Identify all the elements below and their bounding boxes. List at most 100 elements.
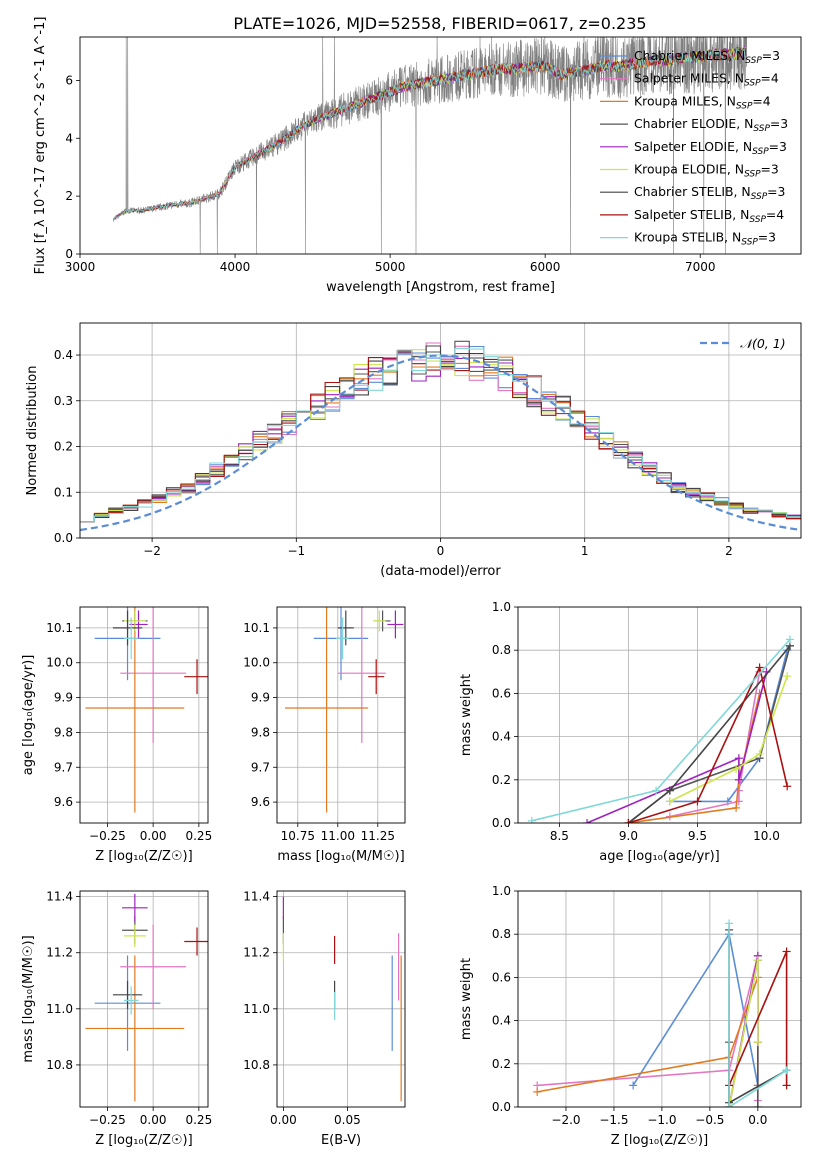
y-tick-label: 9.9: [251, 691, 270, 705]
x-axis-label: mass [log₁₀(M/M☉)]: [277, 849, 404, 864]
errorbar-point: [85, 607, 185, 813]
legend-label: Kroupa STELIB, NSSP=3: [634, 230, 776, 248]
weight-line-kroupa-miles: [537, 977, 759, 1093]
x-tick-label: −1.5: [599, 1113, 628, 1127]
weight-line-kroupa-stelib: [728, 923, 788, 1107]
x-tick-label: 0.0: [748, 1113, 767, 1127]
spectrum-legend: Chabrier MILES, NSSP=3 Salpeter MILES, NS…: [600, 48, 788, 248]
y-tick-label: 0.4: [492, 730, 511, 744]
plus-marker: [783, 782, 792, 791]
plus-marker: [624, 819, 633, 823]
axes-frame: [79, 606, 209, 824]
errorbar-point: [184, 659, 208, 695]
plus-marker: [753, 1103, 762, 1107]
y-tick-label: 11.0: [243, 1002, 270, 1016]
legend-label: Salpeter MILES, NSSP=4: [634, 71, 779, 89]
errorbar-point: [387, 610, 404, 639]
errorbar-point: [123, 617, 139, 660]
plus-marker: [693, 797, 702, 806]
y-tick-label: 9.8: [54, 725, 73, 739]
errorbar-point: [112, 610, 143, 646]
plot-area: [85, 893, 208, 1102]
plus-marker: [732, 765, 741, 773]
plot-area: [285, 607, 404, 813]
errorbar-point: [120, 607, 187, 743]
x-tick-label: 0.05: [334, 1113, 361, 1127]
axes-frame: [79, 36, 802, 255]
y-axis-label: mass [log₁₀(M/M☉)]: [21, 935, 36, 1062]
x-tick-label: 5000: [375, 260, 406, 274]
x-tick-label: 10.75: [281, 829, 315, 843]
axes-frame: [517, 890, 802, 1108]
plot-area: [112, 37, 747, 254]
y-tick-label: 10.0: [243, 656, 270, 670]
x-axis-label: age [log₁₀(age/yr)]: [599, 849, 720, 864]
plus-marker: [782, 947, 791, 956]
plus-marker: [725, 1103, 734, 1107]
axes-frame: [79, 322, 802, 539]
y-axis-label: mass weight: [459, 674, 474, 756]
errorbar-point: [184, 927, 208, 956]
y-tick-label: 0.6: [492, 970, 511, 984]
plot-area: [80, 340, 801, 532]
x-tick-label: 0.00: [140, 829, 167, 843]
y-tick-label: 0.2: [54, 440, 73, 454]
legend-label: Salpeter STELIB, NSSP=4: [634, 207, 784, 225]
x-tick-label: 9.0: [619, 829, 638, 843]
y-tick-label: 10.0: [46, 656, 73, 670]
errorbar-point: [123, 986, 139, 1015]
panel-residuals: −2 −1 0 1 2 0.0 0.1 0.2 0.3 0.4 (data-model)/error…: [25, 322, 802, 579]
y-tick-label: 0.8: [492, 643, 511, 657]
x-tick-label: 8.5: [550, 829, 569, 843]
legend-label: Chabrier ELODIE, NSSP=3: [634, 116, 788, 134]
y-tick-label: 11.4: [46, 890, 73, 904]
panel-z-vs-age: −0.25 0.00 0.25 9.6 9.7 9.8 9.9 10.0 10.1 Z [log₁…: [21, 606, 212, 864]
plot-area: [85, 607, 208, 813]
x-tick-label: −0.25: [89, 1113, 126, 1127]
y-tick-label: 0.8: [492, 927, 511, 941]
panel-mass-vs-age: 10.75 11.00 11.25 9.6 9.7 9.8 9.9 10.0 10.1 mass …: [243, 606, 406, 864]
errorbar-point: [129, 610, 148, 639]
y-tick-label: 0.2: [492, 1057, 511, 1071]
y-axis-label: Normed distribution: [25, 366, 40, 496]
plus-marker: [665, 786, 674, 795]
errorbar-point: [112, 980, 143, 1009]
plot-area: [282, 896, 402, 1102]
y-tick-label: 0.0: [492, 1100, 511, 1114]
y-tick-label: 11.2: [243, 946, 270, 960]
errorbar-point: [373, 610, 386, 632]
weight-line-salpeter-miles: [669, 671, 761, 818]
x-axis-label: Z [log₁₀(Z/Z☉)]: [95, 849, 192, 864]
x-tick-label: 0.00: [140, 1113, 167, 1127]
x-tick-label: 0: [437, 544, 445, 558]
axes-frame: [79, 890, 209, 1108]
x-tick-label: 0.00: [270, 1113, 297, 1127]
x-axis-label: Z [log₁₀(Z/Z☉)]: [95, 1133, 192, 1148]
x-axis-label: E(B-V): [321, 1133, 361, 1148]
x-tick-label: 7000: [685, 260, 716, 274]
plus-marker: [753, 956, 762, 965]
plot-area: [533, 919, 791, 1107]
x-tick-label: −2: [143, 544, 161, 558]
y-tick-label: 0.6: [492, 686, 511, 700]
y-axis-label: Flux [f_λ 10^-17 erg cm^-2 s^-1 A^-1]: [33, 17, 48, 275]
y-tick-label: 1.0: [492, 600, 511, 614]
y-tick-label: 9.7: [251, 760, 270, 774]
y-tick-label: 11.4: [243, 890, 270, 904]
y-tick-label: 0.4: [54, 348, 73, 362]
plus-marker: [753, 1038, 762, 1047]
legend-label: Salpeter ELODIE, NSSP=3: [634, 139, 787, 157]
y-tick-label: 0.2: [492, 773, 511, 787]
plus-marker: [734, 754, 743, 763]
plus-marker: [732, 803, 741, 812]
errorbar-point: [337, 607, 386, 743]
weight-line-kroupa-elodie: [669, 675, 788, 803]
plus-marker: [665, 797, 674, 806]
y-tick-label: 9.7: [54, 760, 73, 774]
x-tick-label: −1.0: [647, 1113, 676, 1127]
errorbar-point: [285, 607, 369, 813]
y-tick-label: 4: [65, 131, 73, 145]
y-tick-label: 11.0: [46, 1002, 73, 1016]
legend-label: Chabrier MILES, NSSP=3: [634, 48, 780, 66]
